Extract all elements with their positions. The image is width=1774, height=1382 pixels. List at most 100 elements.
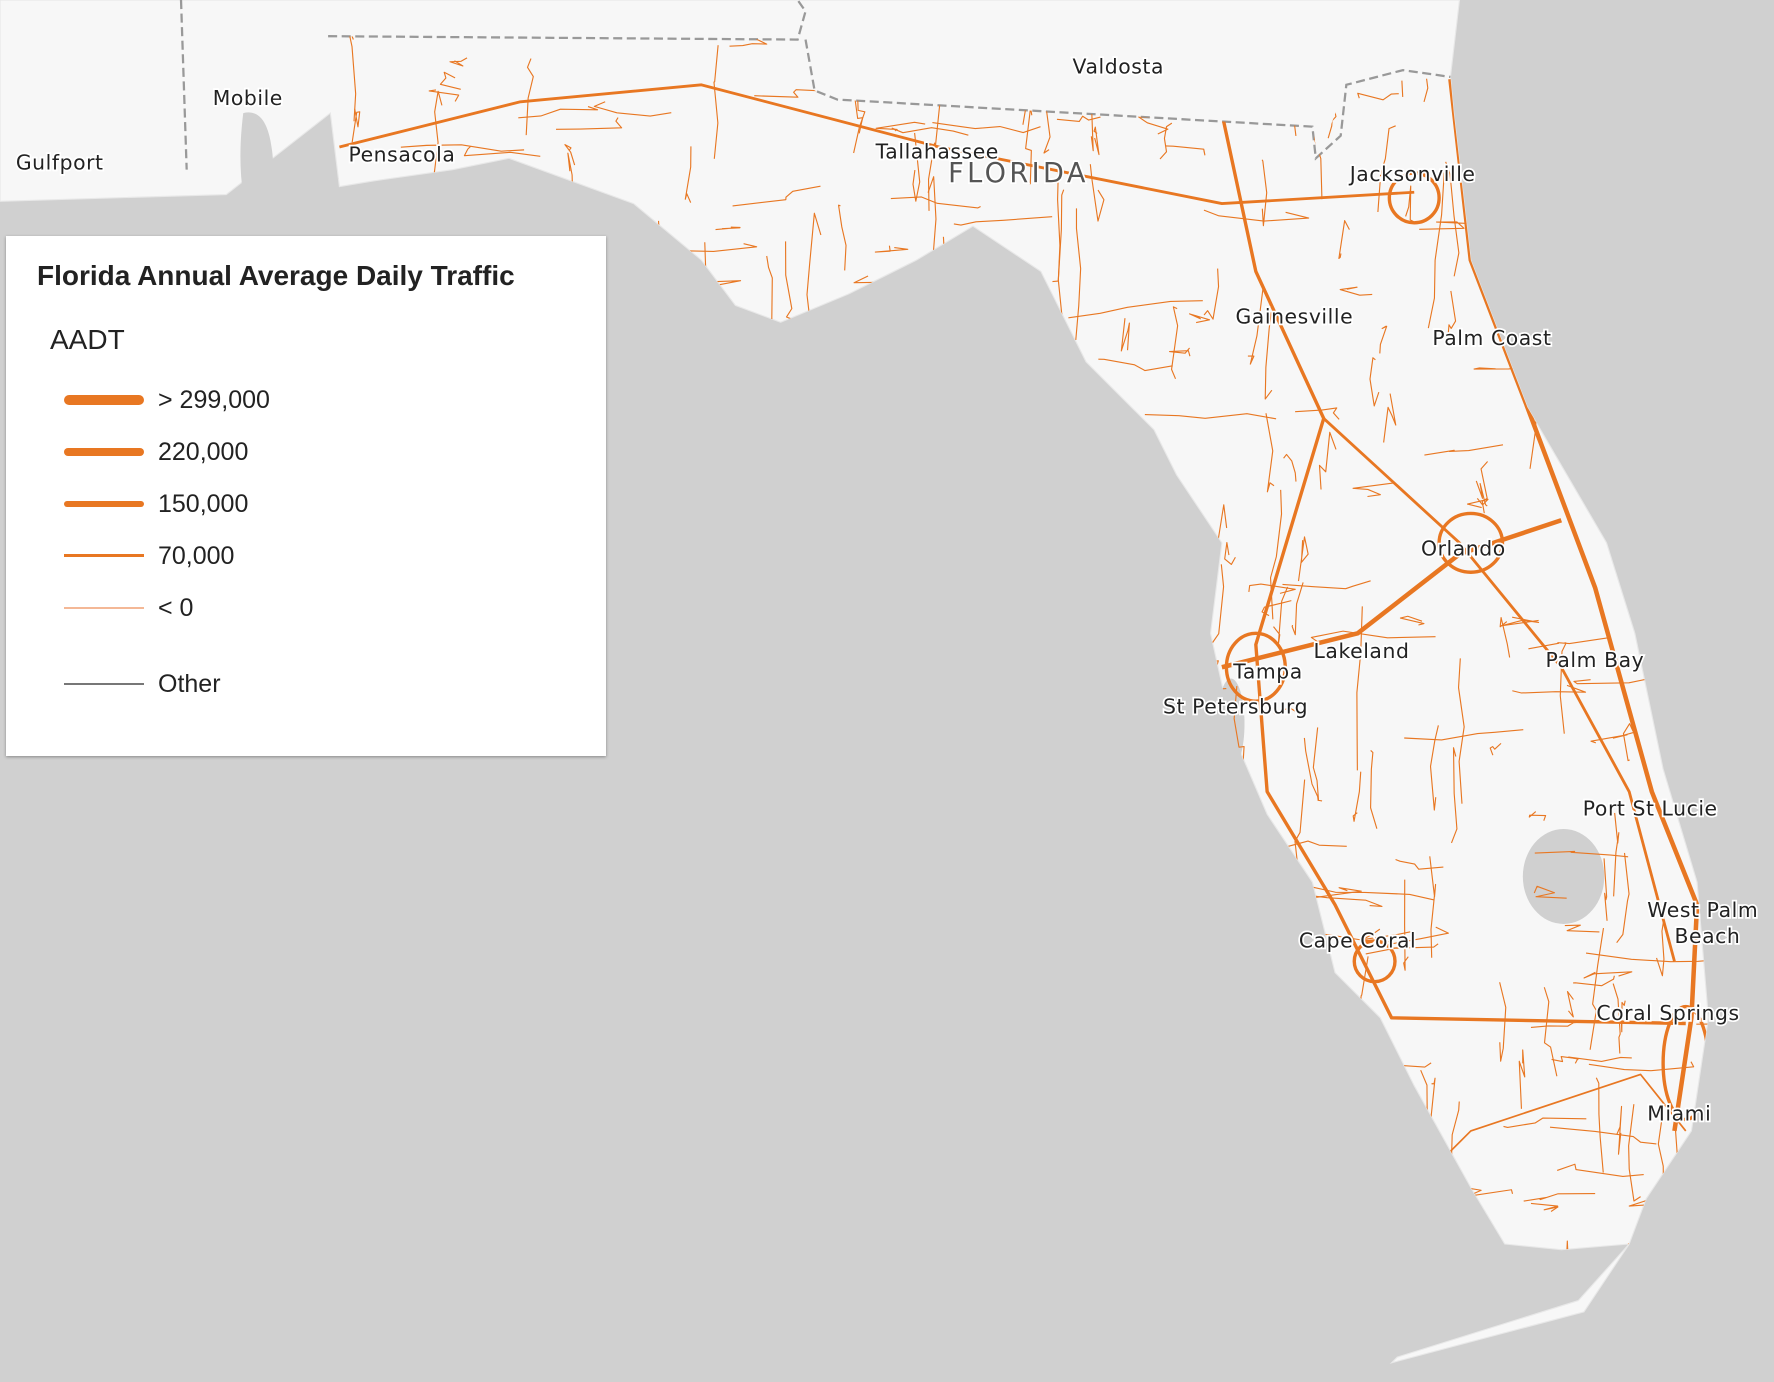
minor-road bbox=[1298, 887, 1362, 901]
minor-road bbox=[525, 58, 534, 136]
lake-okeechobee bbox=[1522, 828, 1605, 924]
legend-item: 70,000 bbox=[6, 536, 606, 576]
minor-road bbox=[1551, 1055, 1579, 1064]
city-label: Gainesville bbox=[1235, 304, 1353, 328]
metro-roads bbox=[1437, 511, 1505, 574]
metro-roads bbox=[1352, 939, 1397, 984]
legend-label: Other bbox=[158, 670, 221, 698]
minor-road bbox=[1339, 286, 1373, 296]
city-label: Beach bbox=[1674, 924, 1740, 948]
minor-road bbox=[1291, 582, 1304, 636]
minor-road bbox=[1404, 729, 1524, 741]
line-swatch bbox=[64, 448, 144, 456]
city-label: Gulfport bbox=[16, 151, 104, 175]
minor-road bbox=[1616, 852, 1630, 944]
metro-roads bbox=[1661, 1004, 1709, 1122]
line-swatch bbox=[64, 607, 144, 609]
minor-road bbox=[1312, 727, 1323, 802]
line-swatch bbox=[64, 395, 144, 405]
minor-road bbox=[715, 226, 741, 231]
minor-road bbox=[1512, 684, 1587, 694]
minor-road bbox=[1503, 1117, 1587, 1129]
minor-road bbox=[1120, 318, 1130, 352]
metro-roads bbox=[1224, 631, 1287, 703]
minor-road bbox=[732, 185, 821, 207]
minor-road bbox=[1295, 407, 1340, 420]
minor-road bbox=[1620, 1000, 1626, 1033]
legend-label: 70,000 bbox=[158, 542, 235, 570]
minor-road bbox=[1585, 952, 1709, 963]
minor-road bbox=[1369, 357, 1380, 407]
minor-road bbox=[1628, 1104, 1641, 1202]
minor-road bbox=[953, 216, 1053, 226]
minor-road bbox=[1613, 812, 1620, 897]
minor-road bbox=[1313, 895, 1383, 907]
minor-road bbox=[1445, 161, 1460, 277]
legend-label: 150,000 bbox=[158, 490, 249, 518]
minor-road bbox=[1383, 393, 1397, 443]
metro-roads bbox=[1387, 171, 1441, 225]
minor-road bbox=[1622, 723, 1634, 762]
minor-road bbox=[785, 241, 793, 320]
city-label: Valdosta bbox=[1073, 55, 1164, 79]
minor-road bbox=[1265, 413, 1275, 493]
minor-road bbox=[1248, 583, 1296, 594]
minor-road bbox=[593, 101, 672, 117]
minor-road bbox=[1588, 1061, 1695, 1072]
minor-road bbox=[684, 146, 692, 203]
minor-road bbox=[1056, 115, 1101, 122]
minor-road bbox=[1297, 536, 1309, 582]
line-swatch bbox=[64, 554, 144, 557]
legend-item: 220,000 bbox=[6, 432, 606, 472]
minor-road bbox=[1424, 444, 1504, 456]
minor-road bbox=[891, 127, 969, 136]
city-label: Coral Springs bbox=[1596, 1001, 1739, 1025]
state-label: FLORIDA bbox=[948, 158, 1089, 189]
minor-road bbox=[1261, 159, 1268, 227]
minor-road bbox=[1489, 742, 1502, 756]
minor-road bbox=[1057, 163, 1064, 323]
city-label: Pensacola bbox=[348, 143, 455, 167]
minor-road bbox=[1322, 933, 1393, 943]
minor-road bbox=[1543, 987, 1558, 1077]
minor-road bbox=[1427, 172, 1445, 329]
minor-road bbox=[1499, 982, 1507, 1062]
city-label: Palm Coast bbox=[1432, 326, 1551, 350]
minor-road bbox=[1480, 461, 1489, 514]
minor-road bbox=[754, 89, 834, 98]
minor-road bbox=[351, 108, 361, 143]
minor-road bbox=[400, 144, 525, 152]
legend-title: Florida Annual Average Daily Traffic bbox=[37, 260, 515, 291]
legend-label: > 299,000 bbox=[158, 386, 270, 414]
minor-road bbox=[932, 122, 1041, 134]
minor-road bbox=[874, 245, 909, 253]
minor-road bbox=[1499, 617, 1511, 658]
line-swatch bbox=[64, 683, 144, 685]
minor-road bbox=[1475, 480, 1488, 507]
legend-label: < 0 bbox=[158, 594, 194, 622]
city-label: Orlando bbox=[1421, 536, 1506, 560]
minor-road bbox=[1093, 126, 1100, 156]
minor-road bbox=[1310, 630, 1436, 643]
minor-road bbox=[1247, 284, 1265, 365]
minor-road bbox=[837, 204, 847, 271]
minor-road bbox=[1395, 858, 1444, 870]
minor-road bbox=[1170, 306, 1179, 380]
minor-road bbox=[1573, 975, 1615, 987]
minor-road bbox=[1352, 771, 1362, 822]
minor-road bbox=[1564, 924, 1600, 933]
minor-road bbox=[927, 104, 941, 211]
minor-road bbox=[1318, 431, 1337, 490]
city-label: Miami bbox=[1647, 1102, 1711, 1126]
minor-road bbox=[1590, 731, 1637, 744]
minor-road bbox=[564, 144, 576, 166]
minor-road bbox=[1556, 1240, 1569, 1250]
minor-road bbox=[1403, 879, 1409, 971]
city-label: Palm Bay bbox=[1545, 648, 1644, 672]
minor-road bbox=[1370, 750, 1378, 829]
state-border bbox=[179, 0, 1451, 170]
city-label: West Palm bbox=[1647, 898, 1758, 922]
minor-road bbox=[1075, 208, 1082, 340]
tampa-bay bbox=[1217, 678, 1245, 770]
minor-road bbox=[1052, 189, 1065, 283]
